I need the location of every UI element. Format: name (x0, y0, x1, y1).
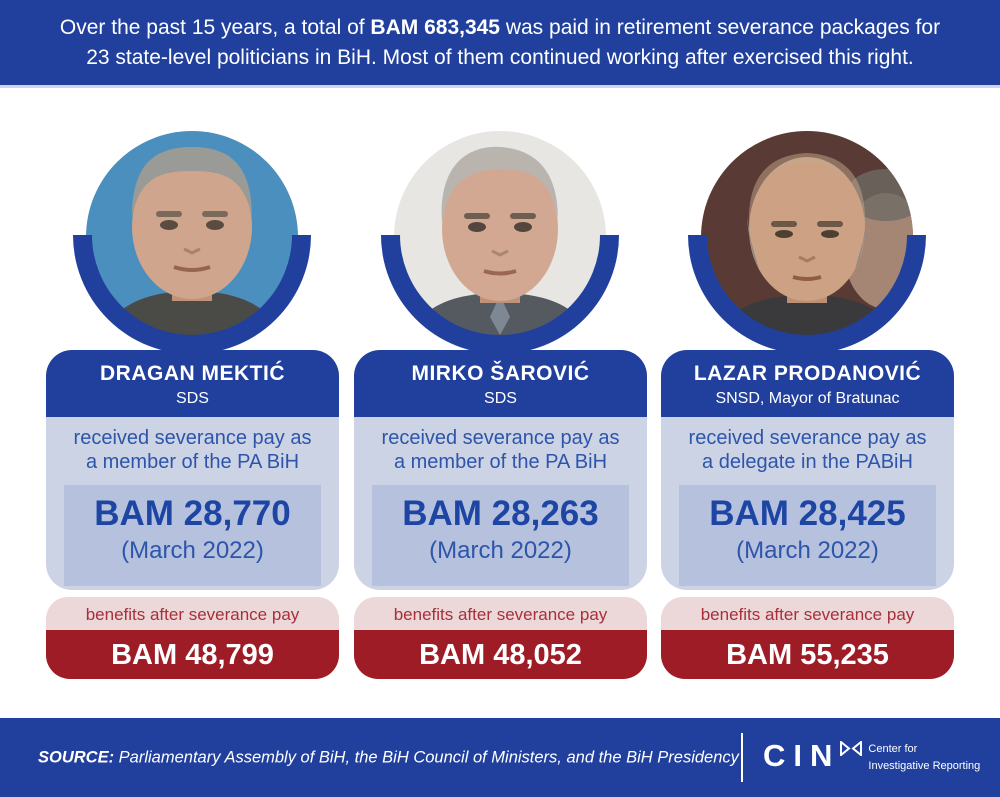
cin-logo-icon (840, 739, 863, 761)
headline-banner: Over the past 15 years, a total of BAM 6… (0, 0, 1000, 88)
severance-panel: received severance pay as a member of th… (354, 417, 647, 590)
cin-logo-subtext: Center for Investigative Reporting (868, 740, 980, 775)
severance-description: received severance pay as a delegate in … (661, 417, 954, 474)
benefits-amount: BAM 55,235 (661, 630, 954, 679)
politician-party: SNSD, Mayor of Bratunac (715, 390, 900, 407)
name-header: LAZAR PRODANOVIĆ SNSD, Mayor of Bratunac (661, 350, 954, 417)
description-line2: a delegate in the PABiH (702, 451, 913, 473)
name-header: DRAGAN MEKTIĆ SDS (46, 350, 339, 417)
severance-panel: received severance pay as a delegate in … (661, 417, 954, 590)
source-line: SOURCE: Parliamentary Assembly of BiH, t… (38, 748, 739, 767)
politician-card-mektic: DRAGAN MEKTIĆ SDS received severance pay… (46, 105, 339, 679)
severance-amount-box: BAM 28,263 (March 2022) (372, 485, 629, 586)
footer: SOURCE: Parliamentary Assembly of BiH, t… (0, 718, 1000, 797)
severance-amount: BAM 28,425 (709, 494, 906, 533)
politician-name: MIRKO ŠAROVIĆ (411, 362, 590, 385)
headline-total: BAM 683,345 (370, 15, 500, 39)
benefits-label: benefits after severance pay (354, 597, 647, 630)
politician-party: SDS (484, 390, 517, 407)
description-line2: a member of the PA BiH (393, 451, 608, 473)
politician-name: LAZAR PRODANOVIĆ (693, 362, 922, 385)
benefits-label: benefits after severance pay (661, 597, 954, 630)
severance-amount: BAM 28,770 (94, 494, 291, 533)
severance-amount-box: BAM 28,425 (March 2022) (679, 485, 936, 586)
severance-date: (March 2022) (736, 537, 879, 564)
benefits-label: benefits after severance pay (46, 597, 339, 630)
politician-card-prodanovic: LAZAR PRODANOVIĆ SNSD, Mayor of Bratunac… (661, 105, 954, 679)
severance-amount: BAM 28,263 (402, 494, 599, 533)
cin-logo: CIN Center for Investigative Reporting (763, 738, 980, 775)
footer-divider (741, 733, 743, 782)
severance-panel: received severance pay as a member of th… (46, 417, 339, 590)
headline-part2: was paid in retirement severance package… (500, 15, 941, 39)
severance-description: received severance pay as a member of th… (46, 417, 339, 474)
description-line1: received severance pay as (381, 427, 620, 449)
severance-description: received severance pay as a member of th… (354, 417, 647, 474)
headline-text: Over the past 15 years, a total of BAM 6… (60, 13, 940, 73)
description-line1: received severance pay as (688, 427, 927, 449)
politician-party: SDS (176, 390, 209, 407)
benefits-amount: BAM 48,052 (354, 630, 647, 679)
politician-card-sarovic: MIRKO ŠAROVIĆ SDS received severance pay… (354, 105, 647, 679)
cin-subtext-line2: Investigative Reporting (868, 760, 981, 772)
headline-part1: Over the past 15 years, a total of (59, 15, 371, 39)
severance-date: (March 2022) (121, 537, 264, 564)
source-label: SOURCE: (38, 748, 115, 766)
headline-part3: 23 state-level politicians in BiH. Most … (86, 45, 914, 69)
cin-logo-text: CIN (763, 738, 841, 773)
cin-subtext-line1: Center for (868, 743, 918, 755)
name-header: MIRKO ŠAROVIĆ SDS (354, 350, 647, 417)
source-text: Parliamentary Assembly of BiH, the BiH C… (114, 748, 739, 766)
politician-name: DRAGAN MEKTIĆ (100, 362, 285, 385)
severance-amount-box: BAM 28,770 (March 2022) (64, 485, 321, 586)
description-line2: a member of the PA BiH (85, 451, 300, 473)
benefits-amount: BAM 48,799 (46, 630, 339, 679)
description-line1: received severance pay as (73, 427, 312, 449)
severance-date: (March 2022) (429, 537, 572, 564)
